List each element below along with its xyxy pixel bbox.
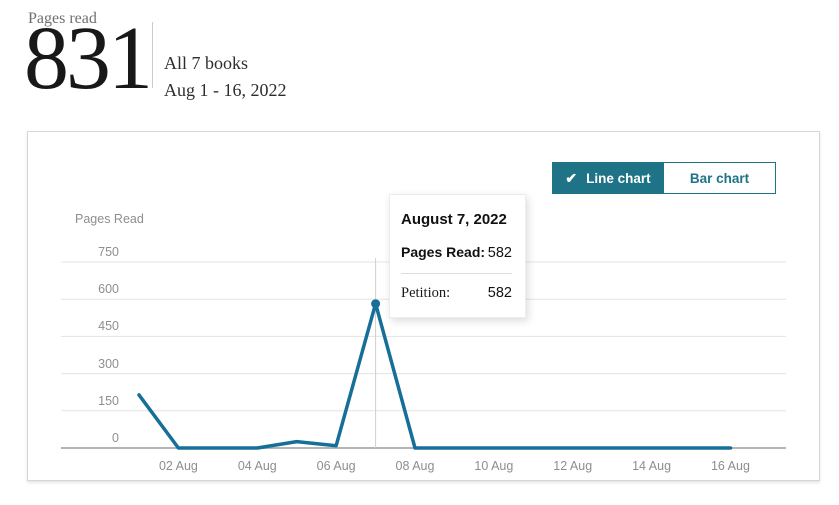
x-axis-tick-label: 12 Aug xyxy=(553,459,593,473)
date-range: Aug 1 - 16, 2022 xyxy=(164,80,287,100)
tooltip-book-label: Petition: xyxy=(401,285,451,301)
x-axis-tick-label: 16 Aug xyxy=(710,459,750,473)
metric-title: Pages read xyxy=(28,10,97,27)
y-axis-tick-label: 450 xyxy=(98,319,119,334)
chart-type-toggle: ✔ Line chart Bar chart xyxy=(552,162,776,194)
tooltip-metric-label: Pages Read: xyxy=(401,244,486,260)
check-icon: ✔ xyxy=(565,170,578,186)
y-axis-tick-label: 150 xyxy=(98,393,119,408)
y-axis-tick-label: 0 xyxy=(112,431,119,445)
books-scope: All 7 books xyxy=(164,53,249,73)
pages-read-line-chart: 0 150 300 450 600 750 02 Aug 04 Aug 06 Aug 08 Au… xyxy=(28,132,819,480)
y-axis-title: Pages Read xyxy=(75,212,144,226)
tooltip-metric-value: 582 xyxy=(487,245,512,261)
tooltip-metric-row: Pages Read: 582 xyxy=(401,244,512,261)
pages-read-line[interactable] xyxy=(137,301,733,450)
bar-chart-label: Bar chart xyxy=(689,170,750,186)
highlight-dot[interactable] xyxy=(371,299,381,309)
chart-canvas xyxy=(61,258,786,450)
tooltip-divider xyxy=(401,273,512,274)
line-chart-label: Line chart xyxy=(586,170,651,186)
header-divider xyxy=(152,22,153,88)
x-axis-tick-label: 08 Aug xyxy=(395,459,435,473)
pages-read-total: 831 xyxy=(24,9,153,108)
x-axis-tick-label: 06 Aug xyxy=(316,459,356,473)
y-axis-tick-label: 300 xyxy=(98,356,119,371)
y-axis-tick-label: 600 xyxy=(98,282,119,297)
chart-tooltip: August 7, 2022 Pages Read: 582 Petition:… xyxy=(389,194,526,318)
x-axis-tick-label: 02 Aug xyxy=(158,459,198,473)
tooltip-date: August 7, 2022 xyxy=(401,211,507,228)
chart-card: ✔ Line chart Bar chart Pages Read 0 150 30… xyxy=(27,131,820,481)
tooltip-book-value: 582 xyxy=(487,285,512,301)
x-axis-tick-label: 04 Aug xyxy=(237,459,277,473)
tooltip-book-row: Petition: 582 xyxy=(401,285,512,302)
header-meta: All 7 books Aug 1 - 16, 2022 xyxy=(164,50,287,104)
y-axis-tick-label: 750 xyxy=(98,245,119,259)
x-axis-tick-label: 10 Aug xyxy=(474,459,514,473)
x-axis-tick-label: 14 Aug xyxy=(632,459,672,473)
bar-chart-button[interactable]: Bar chart xyxy=(664,162,776,194)
line-chart-button[interactable]: ✔ Line chart xyxy=(552,162,664,194)
